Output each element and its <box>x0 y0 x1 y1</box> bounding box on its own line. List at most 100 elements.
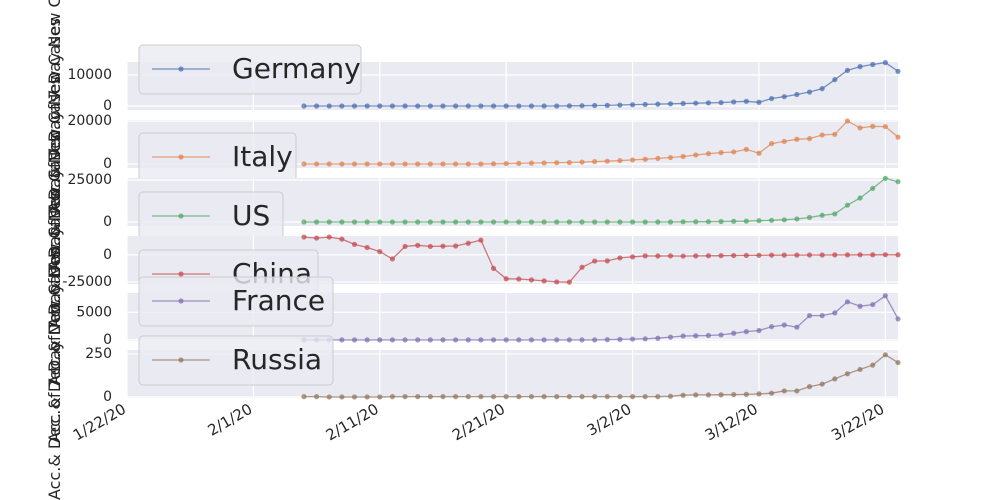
data-point <box>541 103 547 109</box>
data-point <box>819 212 825 218</box>
data-point <box>617 394 623 400</box>
data-point <box>718 392 724 398</box>
x-tick-label: 2/11/20 <box>323 400 382 445</box>
data-point <box>819 381 825 387</box>
data-point <box>743 329 749 335</box>
data-point <box>629 102 636 108</box>
data-point <box>554 279 560 285</box>
data-point <box>415 103 421 109</box>
data-point <box>313 103 320 109</box>
data-point <box>402 394 408 400</box>
data-point <box>844 202 851 208</box>
data-point <box>781 138 787 145</box>
data-point <box>718 150 724 156</box>
data-point <box>592 258 598 264</box>
data-point <box>705 151 712 157</box>
data-point <box>566 219 572 225</box>
data-point <box>857 195 863 201</box>
data-point <box>364 161 370 167</box>
data-point <box>680 333 686 339</box>
data-point <box>503 394 509 400</box>
data-point <box>617 102 623 108</box>
data-point <box>389 219 396 225</box>
data-point <box>427 161 433 167</box>
y-tick-label: 5000 <box>76 304 112 320</box>
data-point <box>415 394 421 400</box>
data-point <box>528 160 535 166</box>
data-point <box>516 160 522 166</box>
data-point <box>756 150 762 156</box>
data-point <box>490 161 497 167</box>
data-point <box>453 219 459 225</box>
data-point <box>604 102 610 108</box>
data-point <box>781 94 787 100</box>
data-point <box>503 337 509 343</box>
legend: Russia <box>138 335 334 386</box>
data-point <box>806 252 813 258</box>
data-point <box>857 125 863 131</box>
data-point <box>516 219 522 225</box>
data-point <box>415 219 421 225</box>
data-point <box>503 160 509 167</box>
data-point <box>339 394 345 400</box>
data-point <box>541 278 547 284</box>
data-point <box>402 243 408 250</box>
data-point <box>364 244 370 251</box>
data-point <box>516 394 522 400</box>
data-point <box>377 219 383 225</box>
data-point <box>731 218 737 224</box>
data-point <box>895 68 901 74</box>
y-tick-label: 10000 <box>67 67 112 83</box>
legend-marker <box>178 154 184 160</box>
data-point <box>516 337 522 343</box>
data-point <box>756 252 762 258</box>
data-point <box>870 252 876 258</box>
y-axis-label: Acc.& Dec. of 7 Day New Cases <box>45 76 64 328</box>
y-tick-label: 0 <box>103 98 112 114</box>
data-point <box>642 336 648 342</box>
data-point <box>579 219 585 225</box>
data-point <box>579 337 585 343</box>
data-point <box>870 301 876 308</box>
legend-marker <box>178 271 184 277</box>
data-point <box>313 394 320 400</box>
data-point <box>604 258 610 264</box>
data-point <box>402 161 408 167</box>
data-point <box>819 252 825 258</box>
data-point <box>844 67 851 73</box>
data-point <box>731 99 737 105</box>
data-point <box>629 219 636 225</box>
data-point <box>743 391 749 397</box>
data-point <box>402 337 408 343</box>
data-point <box>541 160 547 166</box>
data-point <box>882 123 888 130</box>
data-point <box>465 337 471 343</box>
legend-label: France <box>232 284 325 317</box>
y-tick-label: 0 <box>103 332 112 348</box>
data-point <box>794 324 800 330</box>
data-point <box>528 103 535 109</box>
data-point <box>592 394 598 400</box>
data-point <box>351 161 358 167</box>
data-point <box>377 337 383 343</box>
data-point <box>705 332 712 339</box>
data-point <box>440 219 446 225</box>
data-point <box>731 330 737 336</box>
data-point <box>326 219 332 225</box>
data-point <box>617 336 623 342</box>
data-point <box>781 252 787 258</box>
data-point <box>592 337 598 343</box>
data-point <box>313 161 320 167</box>
data-point <box>870 185 876 191</box>
x-tick-label: 3/2/20 <box>584 400 635 440</box>
data-point <box>579 264 585 270</box>
legend-box <box>138 44 362 95</box>
data-point <box>389 337 396 343</box>
data-point <box>895 179 901 185</box>
data-point <box>667 154 674 161</box>
data-point <box>882 175 888 181</box>
data-point <box>882 252 888 258</box>
legend-label: Germany <box>232 52 361 85</box>
x-tick-label: 2/1/20 <box>205 400 256 440</box>
